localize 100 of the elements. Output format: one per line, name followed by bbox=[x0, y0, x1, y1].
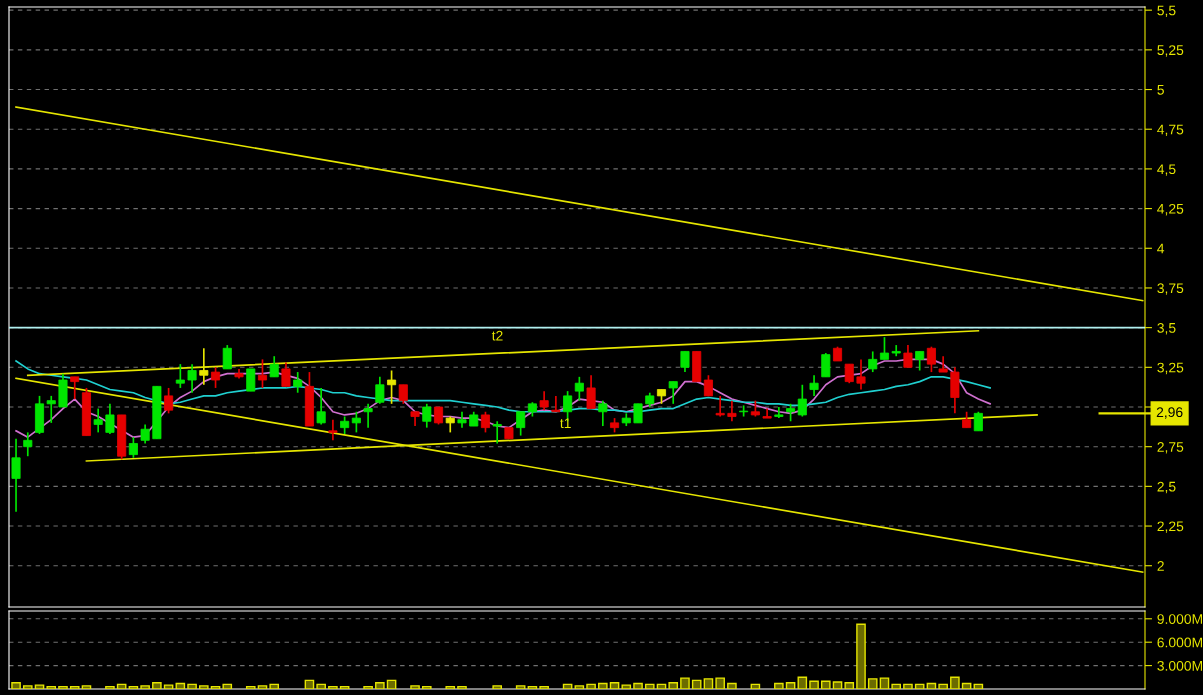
bar bbox=[856, 623, 866, 689]
bar bbox=[750, 683, 761, 689]
bar bbox=[903, 683, 913, 689]
bar bbox=[11, 682, 21, 689]
candlestick bbox=[668, 380, 678, 405]
candlestick bbox=[293, 371, 303, 394]
candlestick bbox=[398, 383, 408, 405]
bar bbox=[46, 685, 57, 689]
bar bbox=[961, 682, 972, 689]
bar bbox=[797, 676, 808, 689]
candlestick bbox=[915, 350, 925, 372]
y-tick-label: 2,5 bbox=[1157, 481, 1176, 494]
y-tick-label: 3.000M bbox=[1157, 660, 1202, 671]
bar bbox=[691, 679, 702, 689]
bar bbox=[363, 685, 373, 689]
bar bbox=[527, 685, 538, 689]
candlestick bbox=[422, 402, 432, 429]
candlestick bbox=[926, 345, 936, 373]
candlestick bbox=[797, 383, 807, 418]
bar bbox=[375, 682, 385, 689]
candlestick bbox=[105, 402, 115, 435]
bar bbox=[58, 685, 68, 689]
y-tick-label: 5,5 bbox=[1157, 5, 1176, 17]
bar bbox=[445, 685, 456, 689]
y-tick-label: 3,25 bbox=[1157, 362, 1184, 375]
y-tick-label: 4 bbox=[1157, 243, 1165, 254]
candlestick bbox=[140, 423, 150, 445]
candlestick bbox=[480, 410, 490, 434]
candlestick bbox=[551, 395, 561, 413]
candlestick bbox=[328, 418, 338, 442]
bar bbox=[891, 683, 902, 689]
candlestick bbox=[821, 352, 831, 378]
candlestick bbox=[844, 363, 854, 385]
candlestick bbox=[375, 376, 385, 405]
bar bbox=[34, 684, 45, 689]
candlestick bbox=[633, 402, 643, 424]
bar bbox=[633, 682, 643, 689]
candlestick bbox=[211, 366, 221, 389]
y-tick-label: 3,5 bbox=[1157, 322, 1176, 335]
bar bbox=[128, 685, 139, 689]
y-tick-label: 3,75 bbox=[1157, 283, 1184, 295]
candlestick bbox=[70, 376, 80, 400]
bar bbox=[339, 685, 350, 689]
candlestick bbox=[11, 437, 21, 513]
candlestick bbox=[23, 431, 33, 458]
candlestick bbox=[727, 399, 737, 423]
candlestick bbox=[938, 355, 948, 373]
bar bbox=[81, 685, 92, 689]
bar bbox=[304, 679, 315, 689]
candlestick bbox=[246, 368, 256, 392]
bar bbox=[222, 683, 233, 689]
bar bbox=[832, 681, 843, 689]
bar bbox=[152, 682, 162, 689]
y-tick-label: 2,25 bbox=[1157, 521, 1184, 533]
candlestick bbox=[175, 363, 185, 389]
y-tick-label: 4,5 bbox=[1157, 164, 1176, 176]
candlestick bbox=[715, 395, 725, 418]
bar bbox=[598, 682, 608, 689]
candlestick bbox=[128, 436, 138, 459]
candlestick bbox=[363, 402, 373, 429]
bar bbox=[879, 677, 890, 689]
bar bbox=[105, 685, 115, 689]
bar bbox=[269, 683, 280, 689]
bar bbox=[210, 685, 221, 689]
y-tick-label: 4,75 bbox=[1157, 124, 1184, 137]
bar bbox=[69, 685, 80, 689]
candlestick bbox=[598, 399, 608, 427]
bar bbox=[621, 684, 632, 689]
bar bbox=[245, 685, 256, 689]
bar bbox=[257, 685, 268, 689]
bar bbox=[867, 678, 878, 689]
bar bbox=[680, 677, 690, 689]
bar bbox=[163, 684, 174, 689]
y-tick-label: 5,25 bbox=[1157, 45, 1184, 57]
bar bbox=[785, 682, 796, 689]
candlestick bbox=[492, 420, 502, 445]
bar bbox=[586, 683, 596, 689]
candlestick bbox=[187, 363, 197, 394]
bar bbox=[562, 683, 573, 689]
candlestick bbox=[164, 387, 174, 415]
bar bbox=[539, 685, 549, 689]
candlestick bbox=[856, 358, 866, 391]
bar bbox=[656, 683, 667, 689]
bar bbox=[668, 682, 679, 689]
candlestick bbox=[269, 355, 279, 378]
bar bbox=[328, 685, 338, 689]
bar bbox=[715, 677, 725, 689]
candlestick bbox=[973, 410, 983, 432]
bar bbox=[644, 683, 655, 689]
bar bbox=[914, 683, 925, 689]
bar bbox=[421, 685, 432, 689]
candlestick bbox=[809, 374, 819, 397]
candlestick bbox=[93, 407, 103, 434]
y-tick-label: 5 bbox=[1157, 85, 1164, 95]
bar bbox=[973, 683, 984, 689]
y-tick-label: 9.000M bbox=[1157, 614, 1202, 624]
bar bbox=[140, 685, 150, 689]
bar bbox=[187, 683, 197, 689]
y-tick-label: 4,25 bbox=[1157, 203, 1184, 216]
bar bbox=[410, 685, 420, 689]
